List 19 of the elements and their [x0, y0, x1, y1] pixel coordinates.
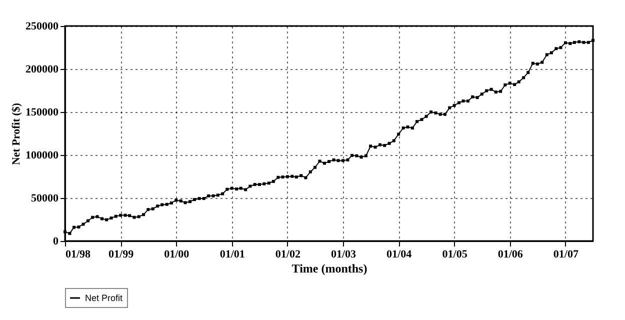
y-tick-label: 150000 — [26, 106, 59, 118]
legend-label: Net Profit — [85, 293, 124, 303]
x-tick-label: 01/99 — [108, 248, 134, 260]
x-tick-label: 01/05 — [442, 248, 468, 260]
x-tick-label: 01/03 — [330, 248, 357, 260]
x-axis-title: Time (months) — [292, 262, 368, 276]
y-axis-title: Net Profit ($) — [10, 102, 22, 166]
x-tick-label: 01/01 — [220, 248, 245, 260]
x-tick-label: 01/06 — [498, 248, 524, 260]
y-tick-label: 0 — [53, 236, 59, 248]
x-tick-label: 01/02 — [275, 248, 301, 260]
x-tick-label: 01/00 — [164, 248, 190, 260]
y-tick-label: 50000 — [31, 192, 59, 204]
x-tick-label: 01/04 — [386, 248, 412, 260]
x-tick-label: 01/98 — [66, 248, 92, 260]
y-tick-label: 250000 — [26, 20, 59, 32]
y-tick-label: 100000 — [26, 150, 59, 162]
x-tick-label: 01/07 — [553, 248, 579, 260]
y-tick-label: 200000 — [26, 64, 59, 76]
